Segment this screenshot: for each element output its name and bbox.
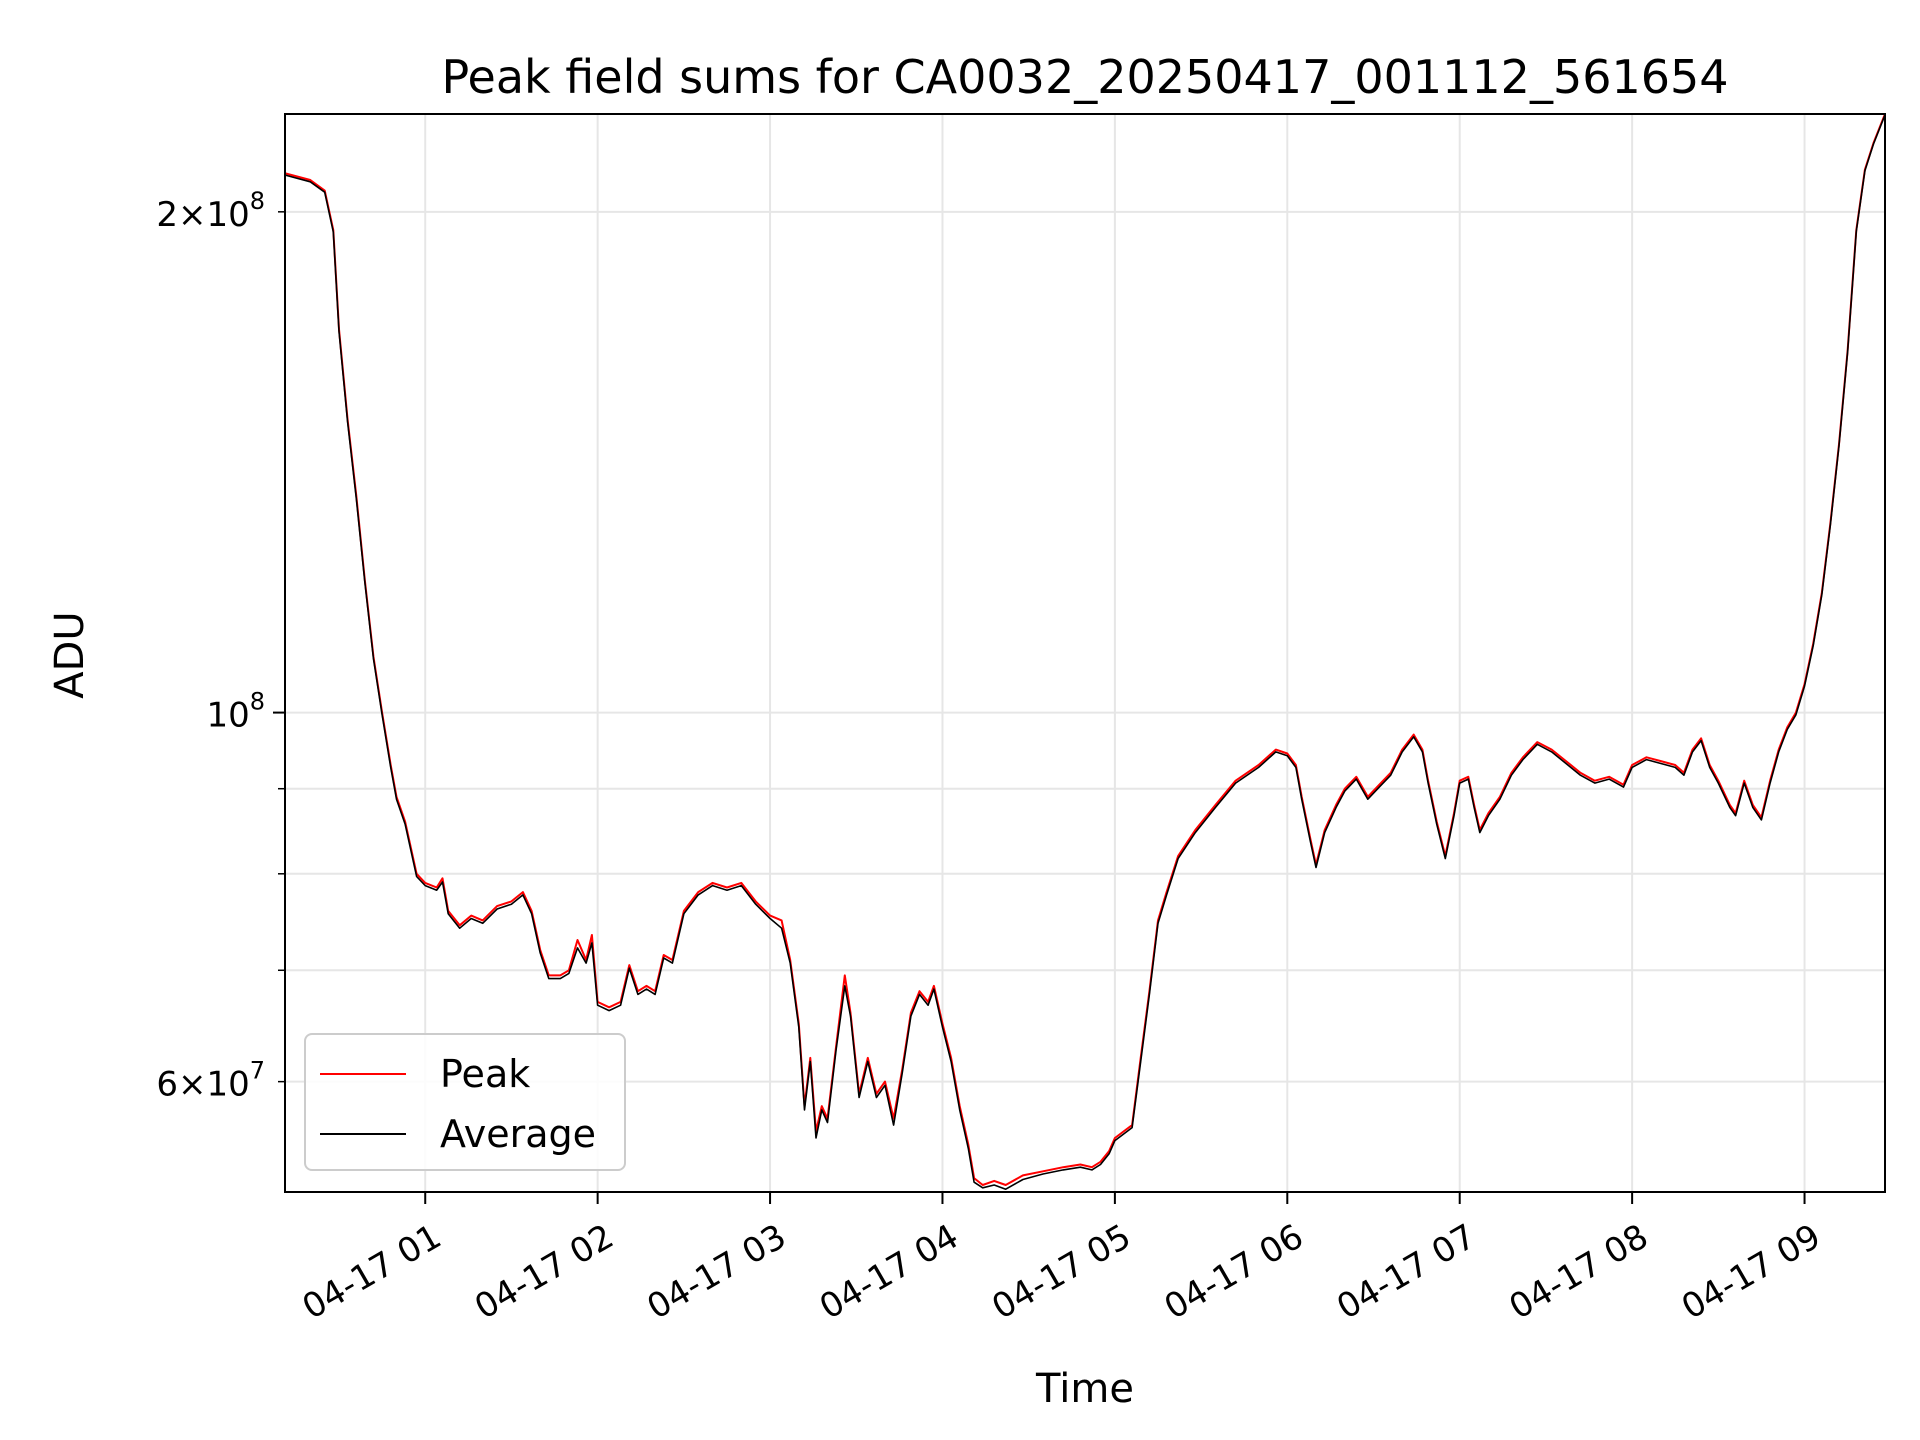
x-tick-label: 04-17 08 — [1503, 1217, 1655, 1328]
x-axis-label: Time — [1036, 1366, 1134, 1412]
x-tick-label: 04-17 03 — [641, 1217, 793, 1328]
series-line-peak — [284, 113, 1886, 1186]
legend-label-average: Average — [440, 1112, 597, 1156]
y-tick-label: 2×108 — [156, 187, 265, 235]
legend-swatch-average — [320, 1133, 406, 1135]
legend-item-peak: Peak — [320, 1049, 530, 1099]
legend: Peak Average — [304, 1033, 626, 1171]
legend-swatch-peak — [320, 1073, 406, 1075]
series-line-average — [284, 114, 1886, 1190]
legend-item-average: Average — [320, 1109, 596, 1159]
y-tick-label: 108 — [206, 688, 265, 736]
grid-lines — [285, 114, 1885, 1192]
x-tick-label: 04-17 01 — [296, 1217, 448, 1328]
plot-frame — [284, 113, 1886, 1193]
y-tick-label: 6×107 — [156, 1057, 265, 1105]
series-lines — [284, 113, 1886, 1190]
chart-title: Peak field sums for CA0032_20250417_0011… — [441, 50, 1729, 104]
y-axis-label: ADU — [47, 611, 93, 699]
x-tick-label: 04-17 06 — [1158, 1217, 1310, 1328]
x-tick-label: 04-17 07 — [1330, 1217, 1482, 1328]
x-tick-label: 04-17 04 — [813, 1217, 965, 1328]
legend-label-peak: Peak — [440, 1052, 531, 1096]
x-tick-label: 04-17 09 — [1675, 1217, 1827, 1328]
x-tick-label: 04-17 05 — [985, 1217, 1137, 1328]
x-tick-label: 04-17 02 — [468, 1217, 620, 1328]
